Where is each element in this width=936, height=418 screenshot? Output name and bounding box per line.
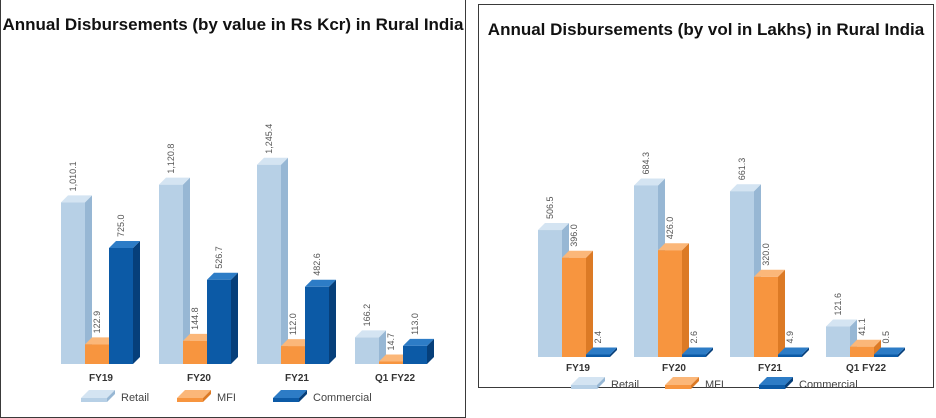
value-bar-retail-fy21 [257, 158, 288, 364]
chart-panel-volume: Annual Disbursements (by vol in Lakhs) i… [478, 4, 934, 388]
volume-category-label-fy21: FY21 [758, 363, 782, 374]
volume-bar-mfi-fy20 [658, 243, 689, 357]
value-value-label-commercial-q1-fy22: 113.0 [410, 313, 420, 335]
bar-chart-value: 1,010.1 122.9 725.0 FY19 1,120.8 144.8 526.7 FY… [1, 0, 467, 418]
value-bar-commercial-q1-fy22 [403, 339, 434, 364]
value-category-label-fy19: FY19 [89, 373, 113, 384]
value-legend-label-retail: Retail [121, 392, 149, 404]
volume-legend-commercial [759, 377, 793, 389]
volume-value-label-retail-fy21: 661.3 [737, 158, 747, 181]
value-value-label-commercial-fy21: 482.6 [312, 253, 322, 276]
bar-chart-volume: 506.5 396.0 2.4 FY19 684.3 426.0 2.6 FY20 661.3 3… [479, 5, 935, 389]
value-bar-retail-q1-fy22 [355, 330, 386, 364]
volume-value-label-mfi-fy20: 426.0 [665, 217, 675, 240]
volume-legend-label-mfi: MFI [705, 379, 724, 389]
volume-category-label-fy19: FY19 [566, 363, 590, 374]
value-value-label-retail-q1-fy22: 166.2 [362, 304, 372, 327]
value-bar-commercial-fy21 [305, 280, 336, 364]
value-legend-retail [81, 390, 115, 402]
value-value-label-commercial-fy20: 526.7 [214, 246, 224, 269]
value-legend-label-commercial: Commercial [313, 392, 372, 404]
volume-value-label-commercial-fy21: 4.9 [785, 331, 795, 344]
volume-legend-label-commercial: Commercial [799, 379, 858, 389]
value-value-label-retail-fy19: 1,010.1 [68, 161, 78, 191]
value-category-label-q1-fy22: Q1 FY22 [375, 373, 415, 384]
volume-legend-retail [571, 377, 605, 389]
value-value-label-retail-fy21: 1,245.4 [264, 124, 274, 154]
value-legend-mfi [177, 390, 211, 402]
volume-value-label-mfi-fy19: 396.0 [569, 224, 579, 247]
value-legend-commercial [273, 390, 307, 402]
value-bar-retail-fy20 [159, 178, 190, 364]
volume-bar-mfi-fy19 [562, 251, 593, 357]
volume-category-label-q1-fy22: Q1 FY22 [846, 363, 886, 374]
volume-value-label-commercial-q1-fy22: 0.5 [881, 331, 891, 344]
value-value-label-mfi-fy20: 144.8 [190, 307, 200, 330]
volume-value-label-retail-q1-fy22: 121.6 [833, 293, 843, 316]
value-value-label-retail-fy20: 1,120.8 [166, 144, 176, 174]
volume-value-label-retail-fy19: 506.5 [545, 197, 555, 220]
value-category-label-fy20: FY20 [187, 373, 211, 384]
volume-value-label-commercial-fy19: 2.4 [593, 331, 603, 344]
volume-value-label-mfi-q1-fy22: 41.1 [857, 318, 867, 336]
value-legend-label-mfi: MFI [217, 392, 236, 404]
volume-legend-label-retail: Retail [611, 379, 639, 389]
chart-panel-value: Annual Disbursements (by value in Rs Kcr… [0, 0, 466, 418]
value-value-label-mfi-fy21: 112.0 [288, 313, 298, 335]
value-category-label-fy21: FY21 [285, 373, 309, 384]
volume-value-label-mfi-fy21: 320.0 [761, 243, 771, 266]
value-value-label-commercial-fy19: 725.0 [116, 214, 126, 237]
volume-value-label-commercial-fy20: 2.6 [689, 331, 699, 344]
value-bar-retail-fy19 [61, 195, 92, 364]
value-bar-commercial-fy19 [109, 241, 140, 364]
value-value-label-mfi-q1-fy22: 14.7 [386, 333, 396, 351]
volume-category-label-fy20: FY20 [662, 363, 686, 374]
volume-bar-mfi-fy21 [754, 270, 785, 357]
value-value-label-mfi-fy19: 122.9 [92, 311, 102, 334]
volume-value-label-retail-fy20: 684.3 [641, 152, 651, 175]
value-bar-commercial-fy20 [207, 273, 238, 364]
volume-legend-mfi [665, 377, 699, 389]
